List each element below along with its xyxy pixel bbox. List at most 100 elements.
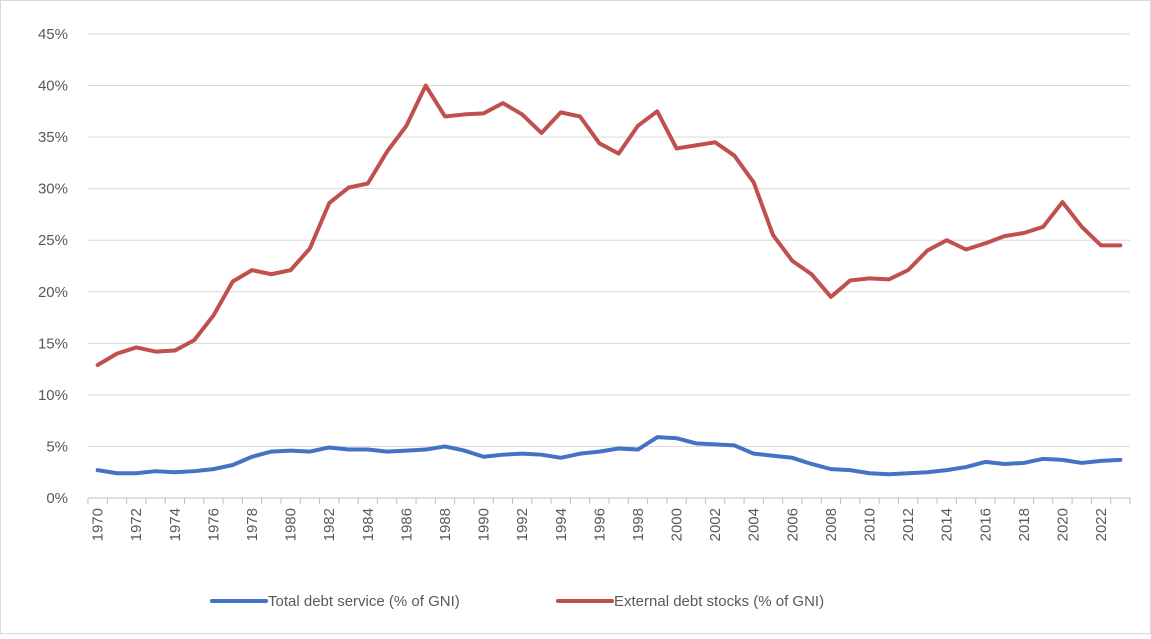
data-point	[192, 338, 196, 342]
data-point	[539, 453, 543, 457]
data-point	[752, 452, 756, 456]
x-tick-label: 2002	[707, 508, 724, 541]
data-point	[289, 268, 293, 272]
data-point	[964, 248, 968, 252]
data-point	[1060, 458, 1064, 462]
data-point	[964, 465, 968, 469]
data-point	[713, 442, 717, 446]
data-point	[559, 456, 563, 460]
y-tick-label: 0%	[46, 490, 68, 507]
y-tick-label: 40%	[38, 78, 68, 95]
data-point	[520, 452, 524, 456]
data-point	[250, 268, 254, 272]
data-point	[501, 453, 505, 457]
data-point	[771, 233, 775, 237]
legend-label: External debt stocks (% of GNI)	[614, 593, 824, 610]
data-point	[327, 201, 331, 205]
y-tick-label: 5%	[46, 438, 68, 455]
data-point	[366, 448, 370, 452]
data-point	[347, 448, 351, 452]
data-point	[250, 455, 254, 459]
data-point	[154, 469, 158, 473]
data-point	[539, 131, 543, 135]
data-point	[868, 471, 872, 475]
data-point	[424, 84, 428, 88]
data-point	[732, 443, 736, 447]
data-point	[945, 468, 949, 472]
x-tick-label: 2018	[1016, 508, 1033, 541]
data-point	[887, 472, 891, 476]
data-point	[578, 114, 582, 118]
legend-label: Total debt service (% of GNI)	[268, 593, 460, 610]
data-point	[134, 471, 138, 475]
data-point	[887, 277, 891, 281]
x-tick-label: 2008	[823, 508, 840, 541]
x-tick-label: 2020	[1054, 508, 1071, 541]
data-point	[675, 146, 679, 150]
data-point	[829, 467, 833, 471]
data-point	[462, 449, 466, 453]
x-tick-label: 1984	[360, 508, 377, 541]
y-tick-label: 30%	[38, 181, 68, 198]
x-tick-label: 2010	[862, 508, 879, 541]
data-point	[559, 110, 563, 114]
data-point	[192, 469, 196, 473]
data-point	[231, 279, 235, 283]
x-tick-label: 1986	[398, 508, 415, 541]
x-axis: 1970 1972 1974 1976 1978 1980 1982 1984 1986 1988…	[87, 497, 1131, 541]
data-point	[983, 241, 987, 245]
data-point	[154, 350, 158, 354]
data-point	[404, 449, 408, 453]
data-point	[366, 182, 370, 186]
data-point	[462, 112, 466, 116]
data-point	[655, 435, 659, 439]
data-point	[983, 460, 987, 464]
x-tick-label: 1998	[630, 508, 647, 541]
series-line-1	[95, 435, 1123, 477]
y-tick-label: 10%	[38, 387, 68, 404]
data-point	[752, 180, 756, 184]
data-point	[925, 249, 929, 253]
series-line-2	[95, 83, 1123, 367]
data-point	[771, 454, 775, 458]
data-point	[482, 455, 486, 459]
data-point	[1118, 243, 1122, 247]
data-point	[790, 259, 794, 263]
data-point	[617, 447, 621, 451]
data-point	[925, 470, 929, 474]
data-point	[1118, 458, 1122, 462]
data-point	[1003, 462, 1007, 466]
data-point	[868, 276, 872, 280]
x-tick-label: 1970	[90, 508, 107, 541]
y-tick-label: 15%	[38, 335, 68, 352]
x-tick-label: 1988	[437, 508, 454, 541]
x-tick-label: 1976	[205, 508, 222, 541]
data-point	[520, 112, 524, 116]
data-point	[385, 150, 389, 154]
data-point	[597, 141, 601, 145]
data-point	[1041, 225, 1045, 229]
x-tick-label: 1974	[167, 508, 184, 541]
data-point	[173, 470, 177, 474]
data-point	[945, 238, 949, 242]
data-point	[1060, 200, 1064, 204]
x-tick-label: 1996	[591, 508, 608, 541]
x-tick-label: 2004	[746, 508, 763, 541]
data-point	[636, 124, 640, 128]
legend: Total debt service (% of GNI) External de…	[210, 593, 824, 610]
data-point	[115, 471, 119, 475]
data-point	[211, 313, 215, 317]
x-tick-label: 1978	[244, 508, 261, 541]
data-point	[173, 349, 177, 353]
x-tick-label: 2014	[939, 508, 956, 541]
data-point	[211, 467, 215, 471]
x-tick-label: 1972	[128, 508, 145, 541]
x-tick-label: 2006	[784, 508, 801, 541]
data-point	[1080, 225, 1084, 229]
x-tick-label: 2016	[977, 508, 994, 541]
x-tick-label: 2000	[669, 508, 686, 541]
data-point	[829, 295, 833, 299]
data-point	[1003, 234, 1007, 238]
data-point	[1099, 243, 1103, 247]
